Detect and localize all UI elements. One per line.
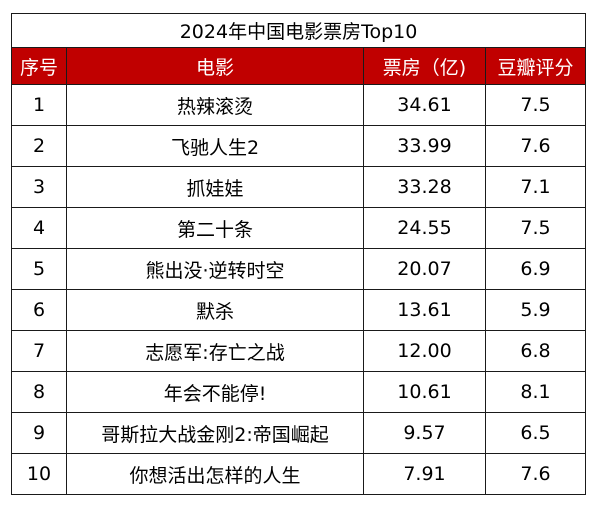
rank-cell[interactable]: 2 (11, 125, 67, 167)
rank-cell[interactable]: 10 (11, 453, 67, 495)
box-office-cell[interactable]: 13.61 (363, 289, 486, 331)
box-office-cell[interactable]: 20.07 (363, 248, 486, 290)
header-movie[interactable]: 电影 (66, 47, 364, 85)
rank-cell[interactable]: 3 (11, 166, 67, 208)
box-office-cell[interactable]: 10.61 (363, 371, 486, 413)
box-office-cell[interactable]: 34.61 (363, 84, 486, 126)
movie-name-cell[interactable]: 熊出没·逆转时空 (66, 248, 364, 290)
douban-score-cell[interactable]: 6.5 (484, 412, 587, 454)
box-office-cell[interactable]: 33.28 (363, 166, 486, 208)
box-office-cell[interactable]: 24.55 (363, 207, 486, 249)
rank-cell[interactable]: 5 (11, 248, 67, 290)
douban-score-cell[interactable]: 6.8 (484, 330, 587, 372)
rank-cell[interactable]: 9 (11, 412, 67, 454)
rank-cell[interactable]: 6 (11, 289, 67, 331)
douban-score-cell[interactable]: 7.1 (484, 166, 587, 208)
table-header-row: 序号 电影 票房（亿) 豆瓣评分 (11, 47, 587, 85)
movie-name-cell[interactable]: 抓娃娃 (66, 166, 364, 208)
movie-name-cell[interactable]: 第二十条 (66, 207, 364, 249)
douban-score-cell[interactable]: 7.6 (484, 125, 587, 167)
table-row: 2 飞驰人生2 33.99 7.6 (11, 125, 587, 167)
header-rank[interactable]: 序号 (11, 47, 67, 85)
movie-name-cell[interactable]: 志愿军:存亡之战 (66, 330, 364, 372)
movie-name-cell[interactable]: 热辣滚烫 (66, 84, 364, 126)
table-row: 3 抓娃娃 33.28 7.1 (11, 166, 587, 208)
table-row: 9 哥斯拉大战金刚2:帝国崛起 9.57 6.5 (11, 412, 587, 454)
rank-cell[interactable]: 4 (11, 207, 67, 249)
movie-name-cell[interactable]: 默杀 (66, 289, 364, 331)
box-office-cell[interactable]: 9.57 (363, 412, 486, 454)
douban-score-cell[interactable]: 7.5 (484, 207, 587, 249)
rank-cell[interactable]: 7 (11, 330, 67, 372)
table-row: 8 年会不能停! 10.61 8.1 (11, 371, 587, 413)
douban-score-cell[interactable]: 8.1 (484, 371, 587, 413)
douban-score-cell[interactable]: 6.9 (484, 248, 587, 290)
movie-name-cell[interactable]: 你想活出怎样的人生 (66, 453, 364, 495)
table-row: 4 第二十条 24.55 7.5 (11, 207, 587, 249)
table-title[interactable]: 2024年中国电影票房Top10 (10, 13, 587, 48)
table-row: 10 你想活出怎样的人生 7.91 7.6 (11, 453, 587, 495)
table-title-row: 2024年中国电影票房Top10 (10, 13, 587, 48)
box-office-cell[interactable]: 12.00 (363, 330, 486, 372)
spreadsheet-table-view: 2024年中国电影票房Top10 序号 电影 票房（亿) 豆瓣评分 1 热辣滚烫 3… (10, 13, 587, 495)
table-row: 6 默杀 13.61 5.9 (11, 289, 587, 331)
rank-cell[interactable]: 8 (11, 371, 67, 413)
movie-name-cell[interactable]: 飞驰人生2 (66, 125, 364, 167)
movie-name-cell[interactable]: 哥斯拉大战金刚2:帝国崛起 (66, 412, 364, 454)
douban-score-cell[interactable]: 5.9 (484, 289, 587, 331)
douban-score-cell[interactable]: 7.5 (484, 84, 587, 126)
movie-name-cell[interactable]: 年会不能停! (66, 371, 364, 413)
box-office-cell[interactable]: 7.91 (363, 453, 486, 495)
table-row: 5 熊出没·逆转时空 20.07 6.9 (11, 248, 587, 290)
box-office-cell[interactable]: 33.99 (363, 125, 486, 167)
header-box-office[interactable]: 票房（亿) (363, 47, 486, 85)
douban-score-cell[interactable]: 7.6 (484, 453, 587, 495)
table-row: 1 热辣滚烫 34.61 7.5 (11, 84, 587, 126)
table-row: 7 志愿军:存亡之战 12.00 6.8 (11, 330, 587, 372)
header-douban-score[interactable]: 豆瓣评分 (484, 47, 587, 85)
rank-cell[interactable]: 1 (11, 84, 67, 126)
box-office-table: 2024年中国电影票房Top10 序号 电影 票房（亿) 豆瓣评分 1 热辣滚烫 3… (10, 13, 587, 495)
